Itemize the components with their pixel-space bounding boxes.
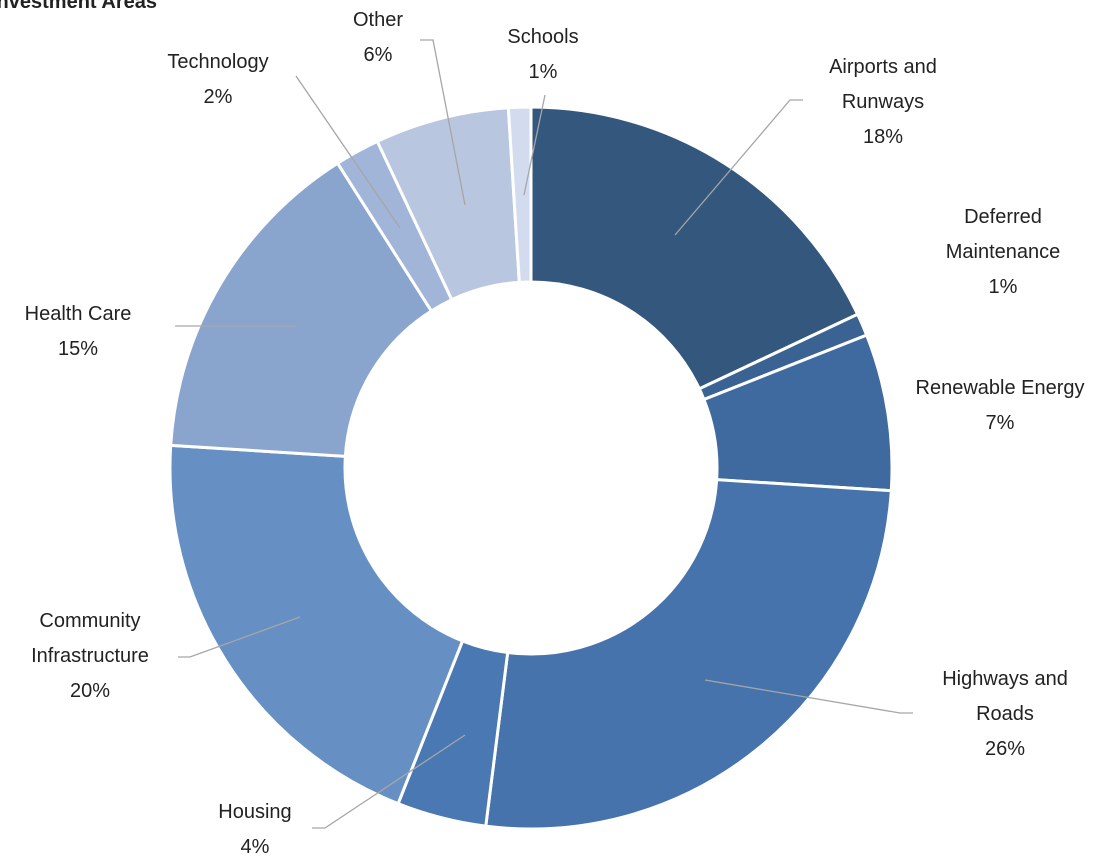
category-label: Deferred Maintenance — [945, 206, 1061, 263]
category-label: Schools — [507, 26, 579, 48]
category-label: Technology — [167, 51, 269, 73]
donut-slice — [506, 105, 533, 284]
data-label: Other 6% — [318, 3, 438, 73]
data-label: Schools 1% — [483, 20, 603, 90]
donut-slice — [168, 443, 465, 806]
category-label: Renewable Energy — [915, 377, 1085, 399]
donut-slice — [529, 105, 860, 391]
data-label: Housing 4% — [195, 795, 315, 865]
value-label: 6% — [363, 44, 393, 66]
value-label: 1% — [528, 61, 558, 83]
category-label: Highways and Roads — [942, 668, 1068, 725]
donut-slice — [484, 478, 893, 831]
donut-slice — [169, 161, 434, 458]
value-label: 1% — [988, 276, 1018, 298]
data-label: Airports and Runways 18% — [803, 50, 963, 155]
leader-line — [178, 616, 301, 658]
category-label: Airports and Runways — [829, 56, 937, 113]
leader-line — [704, 679, 913, 714]
data-label: Technology 2% — [138, 45, 298, 115]
data-label: Renewable Energy 7% — [880, 371, 1115, 441]
value-label: 20% — [69, 680, 111, 702]
leader-line — [674, 99, 803, 236]
category-label: Housing — [218, 801, 292, 823]
data-label: Deferred Maintenance 1% — [928, 200, 1078, 305]
chart-title: Investment Areas — [0, 0, 157, 13]
value-label: 7% — [985, 412, 1015, 434]
donut — [168, 105, 894, 831]
value-label: 26% — [984, 738, 1026, 760]
value-label: 18% — [862, 126, 904, 148]
value-label: 15% — [57, 338, 99, 360]
leader-line — [312, 734, 466, 829]
category-label: Health Care — [24, 303, 132, 325]
leader-line — [295, 75, 401, 229]
value-label: 2% — [203, 86, 233, 108]
leader-line — [420, 39, 466, 206]
category-label: Other — [352, 9, 404, 31]
value-label: 4% — [240, 836, 270, 858]
leader-lines — [175, 39, 913, 829]
leader-line — [523, 94, 546, 196]
data-label: Health Care 15% — [0, 297, 158, 367]
data-label: Community Infrastructure 20% — [5, 604, 175, 709]
data-label: Highways and Roads 26% — [920, 662, 1090, 767]
category-label: Community Infrastructure — [31, 610, 149, 667]
